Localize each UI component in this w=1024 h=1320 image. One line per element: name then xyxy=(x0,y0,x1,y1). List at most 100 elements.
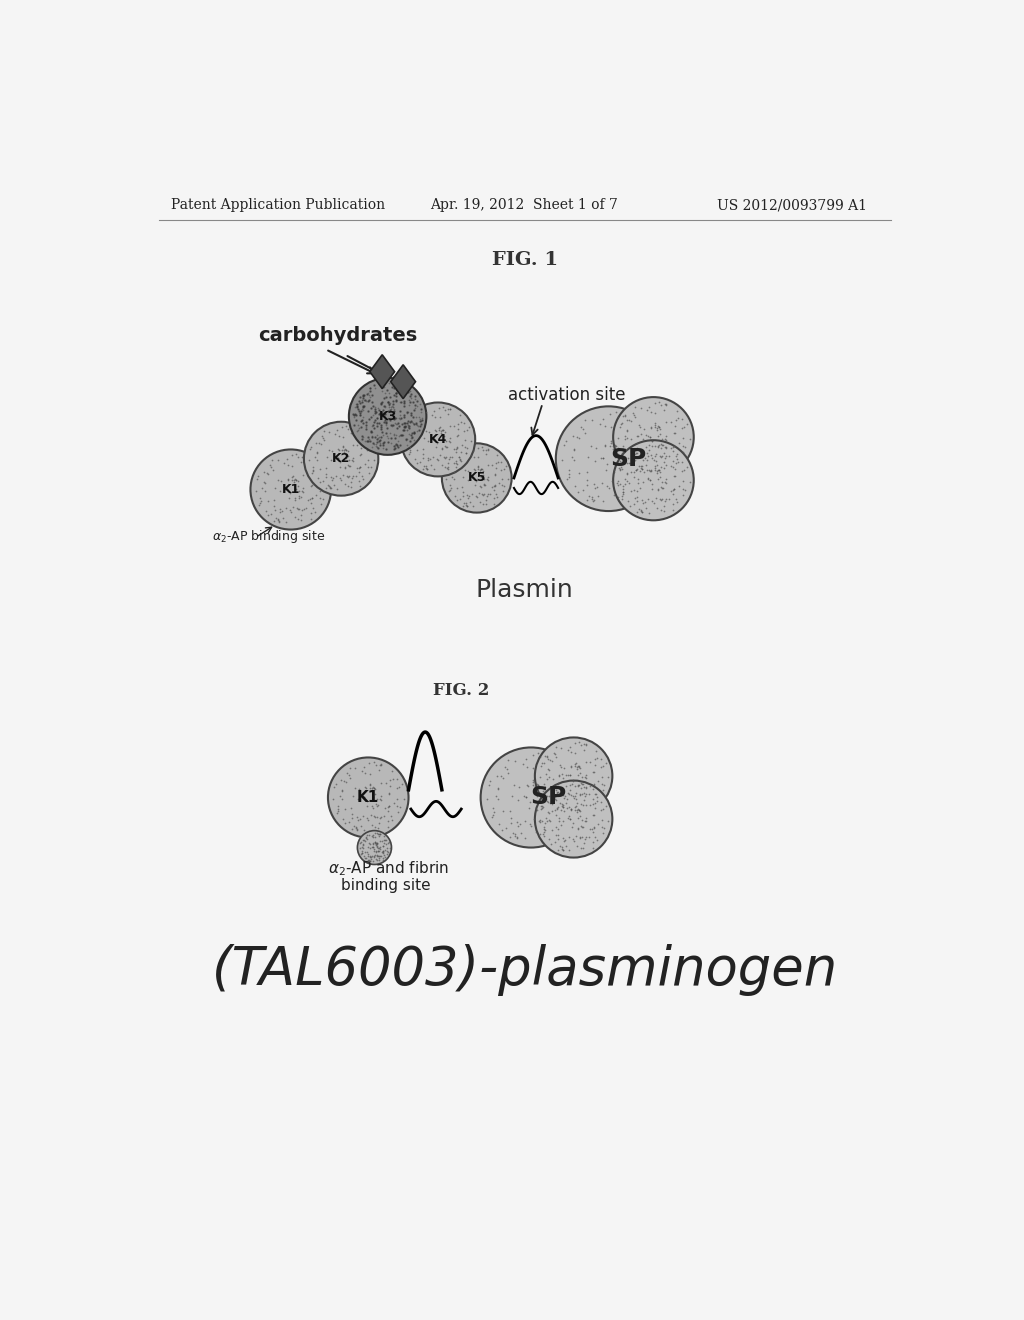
Point xyxy=(382,775,398,796)
Point xyxy=(627,479,643,500)
Point xyxy=(468,486,484,507)
Point xyxy=(380,428,396,449)
Point xyxy=(464,467,480,488)
Point xyxy=(371,847,387,869)
Point xyxy=(452,447,468,469)
Point xyxy=(304,474,321,495)
Point xyxy=(567,475,584,496)
Point xyxy=(635,429,651,450)
Point xyxy=(373,772,389,793)
Point xyxy=(588,783,604,804)
Point xyxy=(369,837,385,858)
Point xyxy=(598,796,614,817)
Point xyxy=(646,417,663,438)
Point xyxy=(369,833,385,854)
Point xyxy=(306,453,323,474)
Point xyxy=(528,800,545,821)
Point xyxy=(379,837,395,858)
Point xyxy=(412,451,428,473)
Point xyxy=(564,812,581,833)
Point xyxy=(587,754,603,775)
Point xyxy=(539,746,555,767)
Point xyxy=(357,416,374,437)
Point xyxy=(671,475,687,496)
Point xyxy=(399,403,416,424)
Point xyxy=(372,808,388,829)
Point xyxy=(350,418,367,440)
Point xyxy=(324,469,340,490)
Point xyxy=(344,418,360,440)
Point xyxy=(553,756,569,777)
Point xyxy=(354,787,371,808)
Point xyxy=(271,511,288,532)
Point xyxy=(471,459,487,480)
Point xyxy=(560,459,577,480)
Point xyxy=(340,418,356,440)
Point xyxy=(483,477,500,498)
Point xyxy=(575,833,592,854)
Point xyxy=(642,461,658,482)
Point xyxy=(610,457,627,478)
Point xyxy=(657,437,674,458)
Point xyxy=(357,430,374,451)
Point xyxy=(586,774,602,795)
Point xyxy=(367,805,383,826)
Point xyxy=(348,818,365,840)
Point xyxy=(369,822,385,843)
Point xyxy=(559,739,575,760)
Point xyxy=(554,763,570,784)
Point xyxy=(449,457,465,478)
Point xyxy=(375,836,391,857)
Point xyxy=(370,833,386,854)
Point xyxy=(571,783,588,804)
Point xyxy=(615,482,632,503)
Point xyxy=(384,416,400,437)
Point xyxy=(419,458,435,479)
Point xyxy=(362,846,379,867)
Point xyxy=(578,768,594,789)
Point xyxy=(483,454,500,475)
Point xyxy=(470,455,486,477)
Point xyxy=(369,425,385,446)
Point xyxy=(609,474,626,495)
Point xyxy=(587,826,603,847)
Point xyxy=(340,810,356,832)
Point xyxy=(614,441,631,462)
Point xyxy=(311,480,328,502)
Point xyxy=(551,810,567,832)
Point xyxy=(596,775,612,796)
Point xyxy=(634,458,650,479)
Point xyxy=(349,807,366,828)
Point xyxy=(582,486,598,507)
Point xyxy=(658,446,675,467)
Point xyxy=(449,425,465,446)
Point xyxy=(548,737,564,758)
Point xyxy=(321,440,337,461)
Point xyxy=(495,767,511,788)
Point xyxy=(477,444,494,465)
Point xyxy=(657,471,674,492)
Point xyxy=(365,796,381,817)
Point xyxy=(595,491,611,512)
Text: SP: SP xyxy=(609,446,646,471)
Point xyxy=(656,451,673,473)
Point xyxy=(557,430,573,451)
Point xyxy=(460,461,476,482)
Point xyxy=(353,433,370,454)
Point xyxy=(520,797,537,818)
Point xyxy=(370,845,386,866)
Point xyxy=(633,458,649,479)
Point xyxy=(663,412,679,433)
Point xyxy=(582,795,598,816)
Point xyxy=(375,847,391,869)
Point xyxy=(567,795,584,816)
Point xyxy=(314,488,331,510)
Point xyxy=(356,830,373,851)
Point xyxy=(553,738,569,759)
Point xyxy=(359,449,376,470)
Point xyxy=(564,817,581,838)
Point xyxy=(575,838,592,859)
Point xyxy=(559,797,575,818)
Point xyxy=(635,471,651,492)
Point xyxy=(368,434,384,455)
